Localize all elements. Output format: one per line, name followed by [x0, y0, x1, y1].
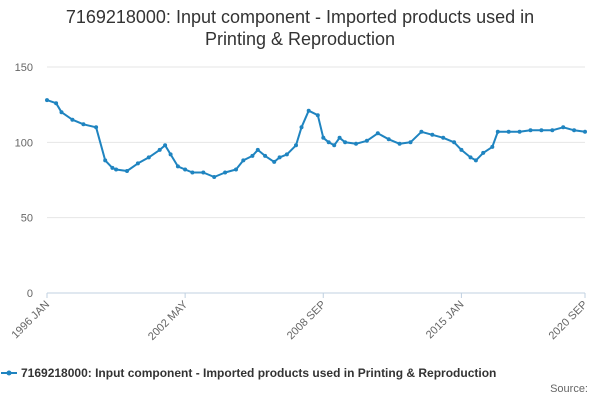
- data-point[interactable]: [201, 170, 206, 175]
- legend-point-marker: [6, 370, 12, 376]
- data-point[interactable]: [419, 129, 424, 134]
- data-point[interactable]: [306, 108, 311, 113]
- data-point[interactable]: [326, 140, 331, 145]
- data-point[interactable]: [452, 140, 457, 145]
- data-point[interactable]: [550, 128, 555, 133]
- data-point[interactable]: [343, 140, 348, 145]
- data-point[interactable]: [495, 129, 500, 134]
- plot-area: [45, 98, 587, 179]
- data-point[interactable]: [94, 125, 99, 130]
- data-point[interactable]: [386, 137, 391, 142]
- data-point[interactable]: [375, 131, 380, 136]
- data-point[interactable]: [337, 135, 342, 140]
- y-axis: 0 50 100 150: [15, 62, 33, 300]
- data-point[interactable]: [539, 128, 544, 133]
- data-point[interactable]: [284, 152, 289, 157]
- data-point[interactable]: [517, 129, 522, 134]
- series-line: [46, 99, 586, 178]
- data-point[interactable]: [241, 158, 246, 163]
- data-point[interactable]: [364, 138, 369, 143]
- data-point[interactable]: [263, 153, 268, 158]
- data-point[interactable]: [114, 167, 119, 172]
- data-point[interactable]: [54, 101, 59, 106]
- data-point[interactable]: [81, 122, 86, 127]
- data-point[interactable]: [255, 147, 260, 152]
- data-point[interactable]: [45, 98, 49, 103]
- source-label: Source:: [550, 383, 588, 395]
- data-point[interactable]: [277, 155, 282, 160]
- data-point[interactable]: [212, 175, 217, 179]
- data-point[interactable]: [583, 129, 587, 134]
- data-point[interactable]: [223, 170, 228, 175]
- x-tick-label: 2008 SEP: [285, 299, 329, 343]
- data-point[interactable]: [272, 159, 277, 164]
- data-point[interactable]: [506, 129, 511, 134]
- x-tick-label: 2020 SEP: [547, 299, 591, 343]
- data-point[interactable]: [190, 170, 195, 175]
- data-point[interactable]: [183, 167, 188, 172]
- data-point[interactable]: [354, 141, 358, 146]
- data-point[interactable]: [408, 140, 413, 145]
- data-point[interactable]: [397, 141, 402, 146]
- x-tick-label: 1996 JAN: [9, 299, 52, 342]
- data-point[interactable]: [250, 153, 255, 158]
- data-point[interactable]: [110, 165, 115, 170]
- data-point[interactable]: [59, 110, 64, 115]
- data-point[interactable]: [135, 161, 140, 166]
- x-tick-label: 2015 JAN: [424, 299, 467, 342]
- data-point[interactable]: [572, 128, 577, 133]
- data-point[interactable]: [168, 152, 173, 157]
- x-axis: 1996 JAN 2002 MAY 2008 SEP 2015 JAN 2020 SEP: [9, 293, 590, 343]
- data-point[interactable]: [70, 117, 75, 122]
- data-point[interactable]: [146, 155, 151, 160]
- gridlines: [47, 66, 585, 294]
- data-point[interactable]: [234, 167, 238, 172]
- y-tick-label: 0: [27, 288, 33, 300]
- data-point[interactable]: [315, 113, 320, 118]
- data-point[interactable]: [561, 125, 566, 130]
- data-point[interactable]: [175, 164, 180, 169]
- y-tick-label: 100: [15, 137, 33, 149]
- chart-title-line-1: 7169218000: Input component - Imported p…: [65, 7, 535, 27]
- data-point[interactable]: [157, 147, 162, 152]
- chart-title-line-2: Printing & Reproduction: [204, 29, 396, 49]
- data-point[interactable]: [430, 132, 435, 137]
- data-point[interactable]: [125, 169, 129, 173]
- data-point[interactable]: [332, 143, 337, 148]
- data-point[interactable]: [528, 128, 533, 133]
- x-tick-label: 2002 MAY: [146, 298, 191, 343]
- data-point[interactable]: [321, 135, 326, 140]
- y-tick-label: 50: [21, 213, 33, 225]
- data-point[interactable]: [459, 147, 464, 152]
- data-point[interactable]: [473, 158, 478, 163]
- data-point[interactable]: [294, 143, 298, 148]
- data-point[interactable]: [163, 143, 168, 148]
- data-point[interactable]: [481, 150, 486, 155]
- data-point[interactable]: [103, 158, 108, 163]
- data-point[interactable]: [299, 125, 304, 130]
- y-tick-label: 150: [15, 62, 33, 74]
- data-point[interactable]: [490, 144, 495, 149]
- data-point[interactable]: [468, 155, 473, 160]
- legend[interactable]: 7169218000: Input component - Imported p…: [1, 366, 496, 380]
- chart-title: 7169218000: Input component - Imported p…: [0, 6, 600, 50]
- data-point[interactable]: [441, 135, 446, 140]
- legend-label: 7169218000: Input component - Imported p…: [21, 366, 496, 380]
